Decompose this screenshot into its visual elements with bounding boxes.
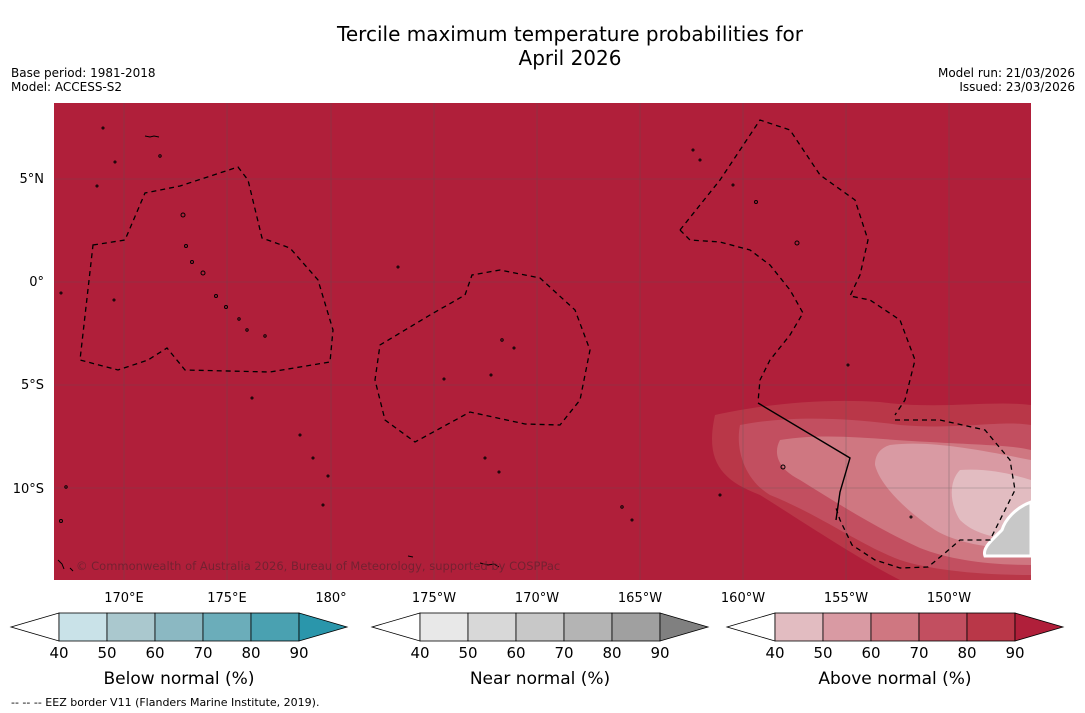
lat-label-10s: 10°S bbox=[13, 482, 44, 497]
lat-label-5s: 5°S bbox=[21, 378, 44, 393]
below-tick-50: 50 bbox=[97, 644, 116, 662]
above-tick-90: 90 bbox=[1005, 644, 1024, 662]
near-tick-80: 80 bbox=[602, 644, 621, 662]
model-name: Model: ACCESS-S2 bbox=[11, 80, 123, 94]
colorbar-above bbox=[725, 612, 1065, 642]
lon-label-170e: 170°E bbox=[104, 591, 144, 606]
map-title: Tercile maximum temperature probabilitie… bbox=[0, 22, 1085, 70]
colorbar-below bbox=[9, 612, 349, 642]
colorbar-above-label: Above normal (%) bbox=[818, 669, 972, 689]
lat-label-0: 0° bbox=[29, 275, 44, 290]
lon-label-155w: 155°W bbox=[824, 591, 868, 606]
colorbar-near-label: Near normal (%) bbox=[469, 669, 611, 689]
eez-borders bbox=[79, 119, 1016, 569]
lat-label-5n: 5°N bbox=[20, 172, 45, 187]
near-tick-50: 50 bbox=[458, 644, 477, 662]
lat-labels: 5°N 0° 5°S 10°S bbox=[13, 172, 44, 497]
above-tick-60: 60 bbox=[861, 644, 880, 662]
above-tick-70: 70 bbox=[909, 644, 928, 662]
colorbar-near-ticks: 40 50 60 70 80 90 bbox=[410, 644, 669, 662]
lon-label-150w: 150°W bbox=[927, 591, 971, 606]
above-tick-50: 50 bbox=[813, 644, 832, 662]
above-tick-40: 40 bbox=[765, 644, 784, 662]
model-run: Model run: 21/03/2026 bbox=[937, 66, 1075, 80]
near-tick-90: 90 bbox=[650, 644, 669, 662]
lon-label-170w: 170°W bbox=[515, 591, 559, 606]
base-period: Base period: 1981-2018 bbox=[11, 66, 156, 80]
eez-footnote: -- -- -- EEZ border V11 (Flanders Marine… bbox=[11, 696, 320, 709]
near-tick-60: 60 bbox=[506, 644, 525, 662]
title-line-1: Tercile maximum temperature probabilitie… bbox=[337, 22, 803, 46]
lon-label-165w: 165°W bbox=[618, 591, 662, 606]
near-tick-40: 40 bbox=[410, 644, 429, 662]
lon-label-175e: 175°E bbox=[207, 591, 247, 606]
below-tick-60: 60 bbox=[145, 644, 164, 662]
lon-label-175w: 175°W bbox=[412, 591, 456, 606]
graticule bbox=[54, 103, 1031, 580]
probability-shading bbox=[712, 400, 1033, 580]
below-tick-80: 80 bbox=[241, 644, 260, 662]
below-tick-70: 70 bbox=[193, 644, 212, 662]
colorbar-below-ticks: 40 50 60 70 80 90 bbox=[49, 644, 308, 662]
above-tick-80: 80 bbox=[957, 644, 976, 662]
eez-solid-border bbox=[757, 402, 851, 521]
colorbar-above-ticks: 40 50 60 70 80 90 bbox=[765, 644, 1024, 662]
title-line-2: April 2026 bbox=[518, 46, 622, 70]
colorbar-near bbox=[370, 612, 710, 642]
below-tick-40: 40 bbox=[49, 644, 68, 662]
below-tick-90: 90 bbox=[289, 644, 308, 662]
meta-left: Base period: 1981-2018 Model: ACCESS-S2 bbox=[11, 66, 156, 94]
lon-label-160w: 160°W bbox=[721, 591, 765, 606]
issued-date: Issued: 23/03/2026 bbox=[959, 80, 1075, 94]
colorbar-below-label: Below normal (%) bbox=[103, 669, 255, 689]
lon-labels: 170°E 175°E 180° 175°W 170°W 165°W 160°W… bbox=[104, 591, 971, 606]
near-tick-70: 70 bbox=[554, 644, 573, 662]
lon-label-180: 180° bbox=[315, 591, 346, 606]
meta-right: Model run: 21/03/2026 Issued: 23/03/2026 bbox=[938, 66, 1075, 94]
copyright-text: © Commonwealth of Australia 2026, Bureau… bbox=[76, 559, 560, 573]
island-dots bbox=[57, 126, 913, 572]
